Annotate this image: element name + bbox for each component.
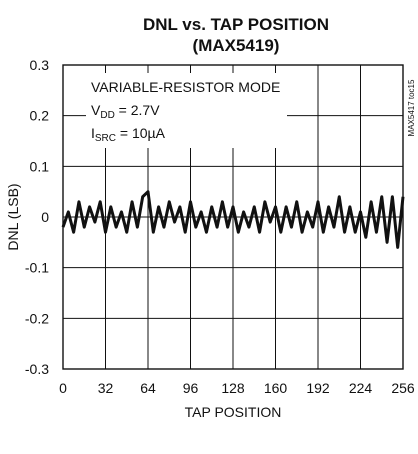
y-tick-label: 0 [41, 209, 49, 225]
annotation-isrc: ISRC = 10µA [91, 125, 166, 144]
x-tick-label: 224 [349, 380, 373, 396]
x-tick-label: 192 [306, 380, 330, 396]
y-tick-label: -0.1 [25, 260, 49, 276]
x-tick-label: 64 [140, 380, 156, 396]
chart-subtitle: (MAX5419) [193, 36, 280, 55]
x-axis-label: TAP POSITION [185, 404, 282, 420]
x-tick-label: 256 [391, 380, 415, 396]
y-tick-label: 0.1 [30, 158, 50, 174]
annotation-box: VARIABLE-RESISTOR MODE VDD = 2.7V ISRC =… [86, 73, 287, 148]
figure-id: MAX5417 toc15 [407, 79, 416, 136]
isrc-value: = 10µA [116, 125, 166, 141]
x-tick-label: 0 [59, 380, 67, 396]
vdd-subscript: DD [100, 110, 114, 121]
isrc-subscript: SRC [95, 133, 116, 144]
isrc-symbol: I [91, 125, 95, 141]
y-axis-label: DNL (LSB) [5, 183, 21, 250]
annotation-vdd: VDD = 2.7V [91, 102, 160, 121]
vdd-symbol: V [91, 102, 101, 118]
x-tick-label: 128 [221, 380, 245, 396]
y-tick-label: -0.3 [25, 361, 49, 377]
x-tick-label: 160 [264, 380, 288, 396]
vdd-value: = 2.7V [115, 102, 160, 118]
chart-title: DNL vs. TAP POSITION [143, 15, 329, 34]
x-tick-label: 96 [183, 380, 199, 396]
dnl-series-line [61, 190, 405, 249]
x-tick-label: 32 [98, 380, 114, 396]
annotation-mode: VARIABLE-RESISTOR MODE [91, 79, 280, 95]
y-tick-label: -0.2 [25, 310, 49, 326]
y-tick-label: 0.3 [30, 57, 50, 73]
annotation-background [86, 73, 287, 148]
plot-frame [62, 64, 404, 370]
x-tick-labels: 0 32 64 96 128 160 192 224 256 [59, 380, 415, 396]
y-tick-labels: 0.3 0.2 0.1 0 -0.1 -0.2 -0.3 [25, 57, 49, 377]
y-tick-label: 0.2 [30, 108, 50, 124]
